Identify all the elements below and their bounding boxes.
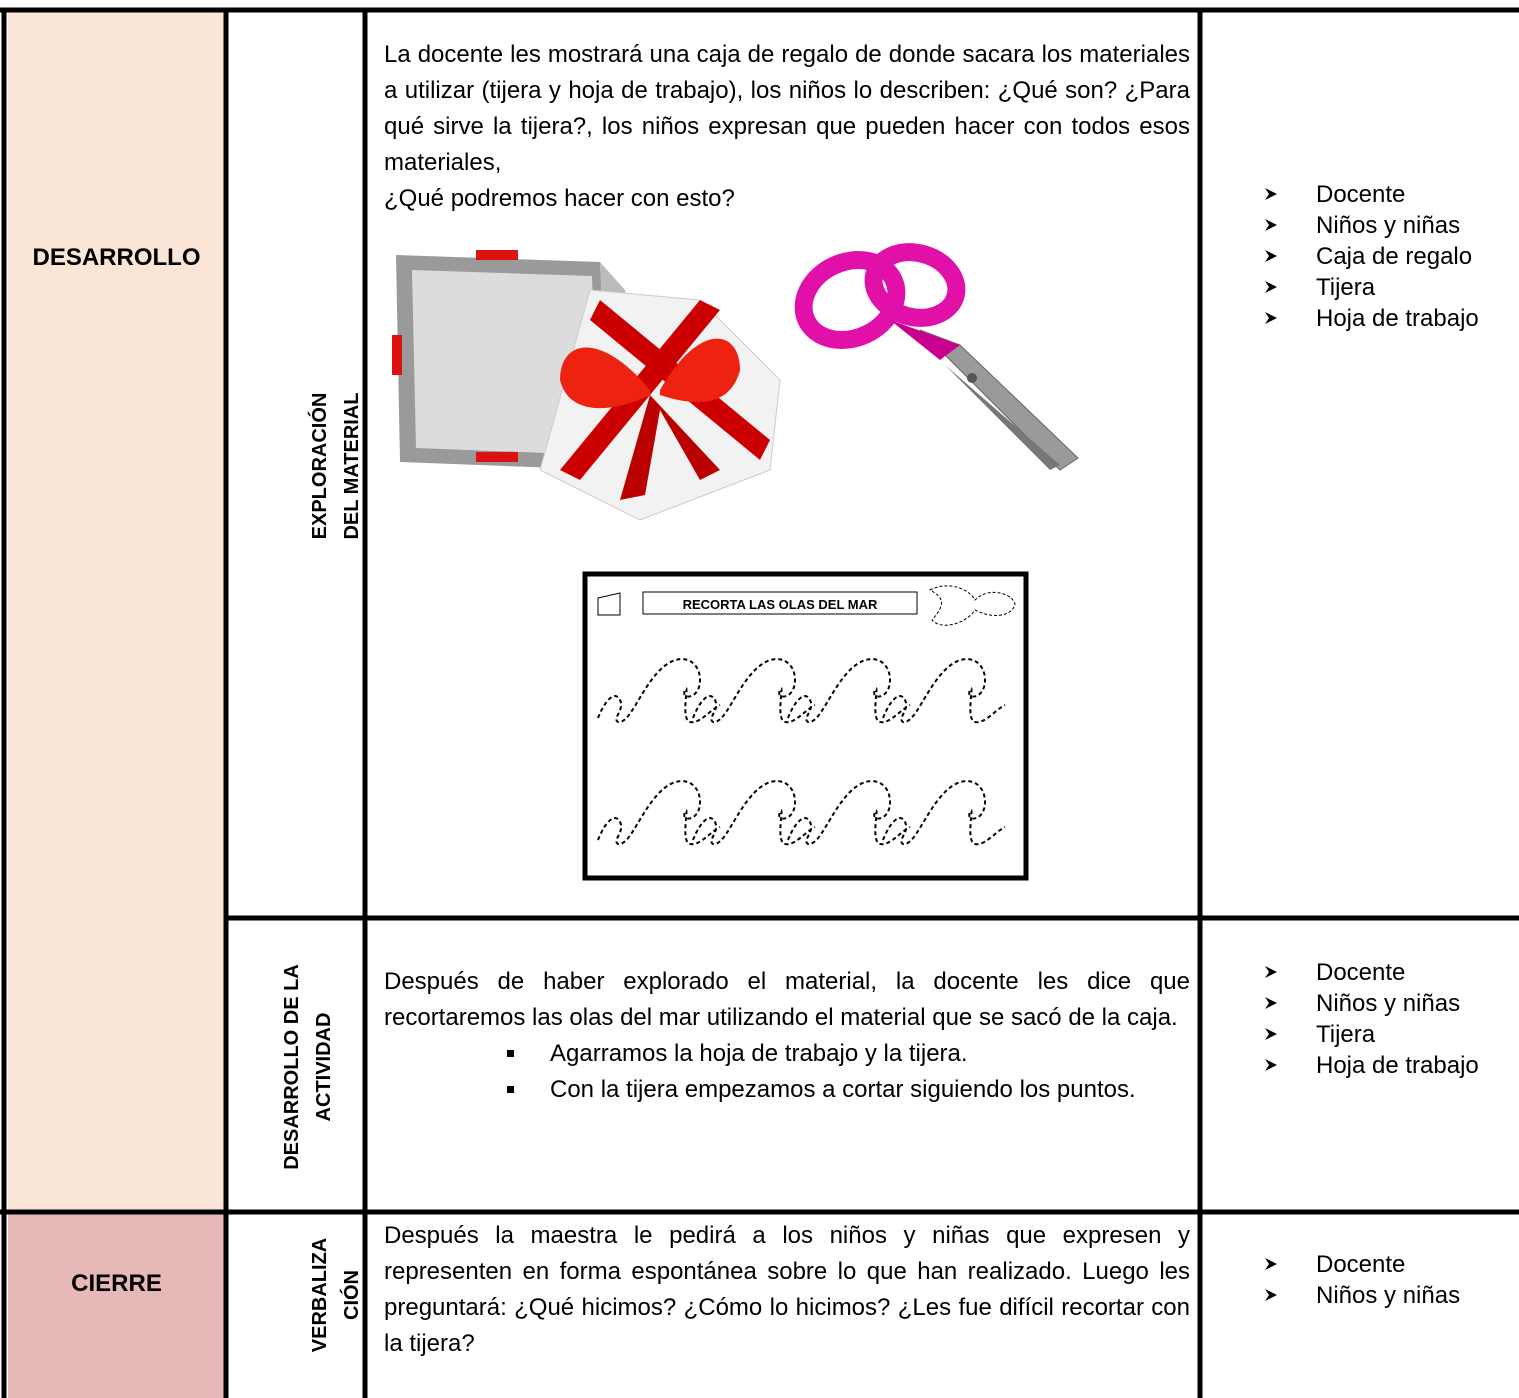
- paragraph: La docente les mostrará una caja de rega…: [384, 41, 1190, 176]
- resource-text: Niños y niñas: [1316, 990, 1461, 1017]
- scissors-image: [794, 243, 1079, 471]
- bullet-arrow: [1265, 1059, 1277, 1071]
- resource-text: Docente: [1316, 1251, 1406, 1278]
- description: Después la maestra le pedirá a los niños…: [384, 1218, 1190, 1362]
- steps: Agarramos la hoja de trabajo y la tijera…: [384, 1036, 1190, 1108]
- step-item: Con la tijera empezamos a cortar siguien…: [528, 1072, 1190, 1108]
- resources: Docente Niños y niñas Caja de regalo Tijera…: [1262, 179, 1479, 334]
- step-item: Agarramos la hoja de trabajo y la tijera…: [528, 1036, 1190, 1072]
- worksheet-title: RECORTA LAS OLAS DEL MAR: [683, 597, 878, 612]
- resource-item: Docente: [1262, 1249, 1460, 1280]
- resource-text: Tijera: [1316, 274, 1376, 301]
- bullet-arrow: [1265, 312, 1277, 324]
- description: Después de haber explorado el material, …: [384, 964, 1190, 1108]
- borders: [0, 7, 1519, 1398]
- resource-item: Tijera: [1262, 1019, 1479, 1050]
- resource-text: Niños y niñas: [1316, 1282, 1461, 1309]
- activity-label: CIÓN: [339, 1270, 363, 1320]
- bullet-arrow: [1265, 250, 1277, 262]
- resource-item: Niños y niñas: [1262, 988, 1479, 1019]
- resource-item: Tijera: [1262, 272, 1479, 303]
- resource-item: Hoja de trabajo: [1262, 303, 1479, 334]
- resource-item: Hoja de trabajo: [1262, 1050, 1479, 1081]
- resources: Docente Niños y niñas Tijera Hoja de trabaj…: [1262, 957, 1479, 1081]
- phase-label: CIERRE: [71, 1270, 162, 1297]
- phase-bg: [8, 12, 226, 1212]
- resource-text: Tijera: [1316, 1021, 1376, 1048]
- bullet-arrow: [1265, 281, 1277, 293]
- resource-text: Hoja de trabajo: [1316, 1052, 1479, 1079]
- activity-label: DEL MATERIAL: [341, 392, 363, 539]
- resource-text: Docente: [1316, 959, 1406, 986]
- phase-bg: [8, 1214, 226, 1398]
- resource-item: Niños y niñas: [1262, 1280, 1460, 1311]
- bullet-arrow: [1265, 997, 1277, 1009]
- resource-item: Caja de regalo: [1262, 241, 1479, 272]
- activity-label: VERBALIZA: [309, 1238, 331, 1352]
- activity-label: EXPLORACIÓN: [307, 393, 331, 540]
- resource-item: Niños y niñas: [1262, 210, 1479, 241]
- paragraph: Después la maestra le pedirá a los niños…: [384, 1222, 1190, 1357]
- paragraph: ¿Qué podremos hacer con esto?: [384, 185, 735, 212]
- activity-label: DESARROLLO DE LA: [281, 964, 303, 1170]
- gift-box-image: [392, 250, 781, 521]
- resource-text: Docente: [1316, 181, 1406, 208]
- worksheet-image: RECORTA LAS OLAS DEL MAR: [582, 571, 1029, 881]
- phase-label: DESARROLLO: [32, 244, 201, 271]
- activity-label: ACTIVIDAD: [313, 1013, 335, 1122]
- resource-item: Docente: [1262, 957, 1479, 988]
- description: La docente les mostrará una caja de rega…: [384, 37, 1190, 217]
- bullet-arrow: [1265, 219, 1277, 231]
- resource-text: Niños y niñas: [1316, 212, 1461, 239]
- paragraph: Después de haber explorado el material, …: [384, 968, 1190, 1031]
- resource-text: Hoja de trabajo: [1316, 305, 1479, 332]
- bullet-arrow: [1265, 1289, 1277, 1301]
- bullet-arrow: [1265, 188, 1277, 200]
- activity-labels: EXPLORACIÓN DEL MATERIAL DESARROLLO DE L…: [281, 392, 363, 1352]
- resource-item: Docente: [1262, 179, 1479, 210]
- bullet-arrow: [1265, 1258, 1277, 1270]
- bullet-arrow: [1265, 966, 1277, 978]
- resource-text: Caja de regalo: [1316, 243, 1473, 270]
- resources: Docente Niños y niñas: [1262, 1249, 1460, 1311]
- bullet-arrow: [1265, 1028, 1277, 1040]
